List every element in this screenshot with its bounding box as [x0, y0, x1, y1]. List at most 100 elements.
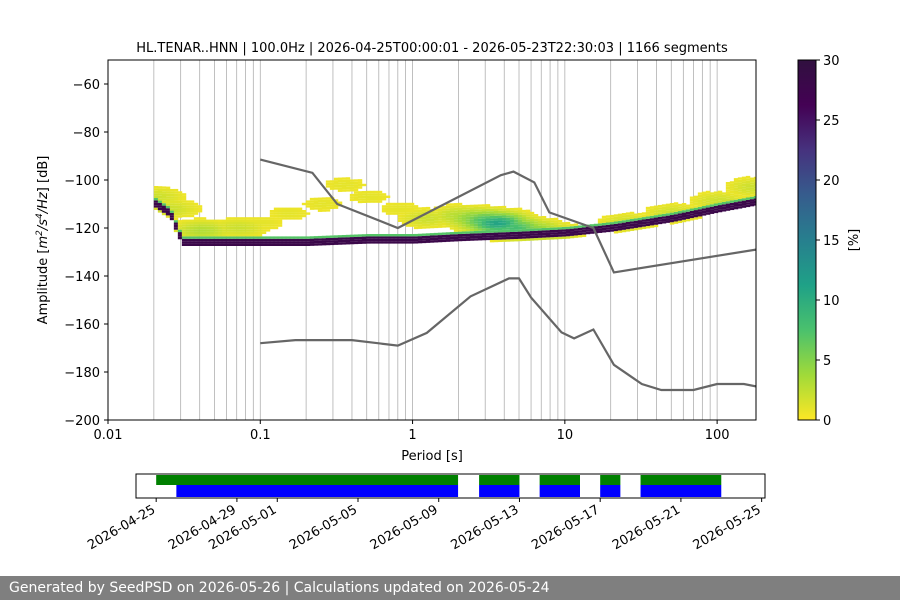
heatmap-cell	[609, 217, 615, 220]
heatmap-cell	[665, 208, 671, 211]
heatmap-cell	[529, 233, 535, 236]
low-noise-model-curve	[260, 277, 756, 392]
heatmap-cell	[529, 221, 535, 224]
heatmap-cell	[641, 226, 647, 230]
heatmap-cell	[385, 207, 391, 210]
heatmap-cell	[733, 185, 739, 188]
heatmap-cell	[509, 229, 515, 232]
heatmap-cell	[325, 238, 331, 241]
heatmap-cell	[493, 213, 499, 216]
heatmap-cell	[461, 217, 467, 220]
heatmap-cell	[201, 238, 207, 242]
heatmap-cell	[361, 241, 367, 244]
heatmap-cell	[197, 243, 203, 246]
heatmap-cell	[729, 188, 735, 191]
heatmap-cell	[613, 228, 619, 232]
heatmap-cell	[533, 233, 539, 236]
heatmap-cell	[297, 207, 303, 210]
heatmap-cell	[561, 231, 567, 235]
heatmap-cell	[469, 207, 475, 210]
heatmap-cell	[281, 212, 287, 215]
heatmap-cell	[653, 215, 659, 218]
heatmap-cell	[329, 180, 335, 183]
heatmap-cell	[709, 211, 715, 214]
heatmap-cell	[609, 224, 615, 227]
heatmap-cell	[181, 193, 187, 196]
y-axis-ticks: −60−80−100−120−140−160−180−200	[64, 78, 108, 429]
timeline-tick-label: 2026-05-25	[691, 502, 764, 553]
heatmap-cell	[197, 238, 203, 242]
heatmap-cell	[665, 203, 671, 207]
heatmap-cell	[717, 193, 723, 196]
heatmap-cell	[529, 219, 535, 222]
heatmap-cell	[493, 206, 499, 209]
heatmap-cell	[545, 220, 551, 223]
heatmap-cell	[297, 241, 303, 244]
heatmap-cell	[641, 214, 647, 218]
heatmap-cell	[405, 202, 411, 206]
heatmap-cell	[249, 224, 255, 227]
heatmap-cell	[517, 210, 523, 213]
heatmap-cell	[453, 203, 459, 206]
heatmap-cell	[505, 232, 511, 235]
heatmap-cell	[229, 231, 235, 234]
heatmap-cell	[417, 226, 423, 229]
heatmap-cell	[385, 234, 391, 237]
heatmap-cell	[745, 199, 751, 203]
heatmap-cell	[589, 224, 595, 227]
heatmap-cell	[645, 206, 651, 210]
heatmap-cell	[473, 218, 479, 222]
heatmap-cell	[241, 226, 247, 230]
heatmap-cell	[397, 210, 403, 213]
heatmap-cell	[465, 207, 471, 210]
heatmap-cell	[425, 238, 431, 241]
heatmap-cell	[485, 216, 491, 219]
heatmap-cell	[249, 219, 255, 222]
heatmap-cell	[533, 230, 539, 234]
heatmap-cell	[221, 238, 227, 242]
heatmap-cell	[233, 234, 239, 237]
heatmap-cell	[409, 214, 415, 218]
heatmap-cell	[645, 209, 651, 212]
heatmap-cell	[153, 198, 159, 201]
heatmap-cell	[413, 221, 419, 225]
heatmap-cell	[257, 229, 263, 232]
heatmap-cell	[725, 205, 731, 209]
heatmap-cell	[169, 208, 175, 211]
heatmap-cell	[241, 219, 247, 222]
heatmap-cell	[441, 232, 447, 235]
heatmap-cell	[685, 211, 691, 215]
heatmap-cell	[517, 212, 523, 215]
heatmap-cell	[741, 188, 747, 192]
heatmap-cell	[573, 233, 579, 236]
heatmap-cell	[497, 220, 503, 223]
heatmap-cell	[721, 201, 727, 205]
heatmap-cell	[441, 215, 447, 219]
heatmap-cell	[453, 215, 459, 218]
heatmap-cell	[521, 209, 527, 213]
heatmap-cell	[301, 241, 307, 244]
heatmap-cell	[509, 239, 515, 242]
heatmap-cell	[721, 197, 727, 200]
heatmap-cell	[449, 220, 455, 223]
heatmap-cell	[441, 225, 447, 228]
heatmap-cell	[205, 222, 211, 225]
heatmap-cell	[437, 237, 443, 240]
heatmap-cell	[297, 217, 303, 220]
heatmap-cell	[629, 216, 635, 219]
heatmap-cell	[385, 195, 391, 198]
heatmap-cell	[285, 214, 291, 218]
heatmap-cell	[337, 235, 343, 238]
heatmap-cell	[457, 236, 463, 239]
heatmap-cell	[293, 241, 299, 244]
heatmap-cell	[205, 229, 211, 232]
heatmap-cell	[305, 202, 311, 206]
heatmap-cell	[661, 213, 667, 217]
heatmap-cell	[213, 231, 219, 234]
heatmap-cell	[193, 243, 199, 246]
heatmap-cell	[217, 222, 223, 225]
heatmap-cell	[425, 235, 431, 239]
heatmap-cell	[513, 217, 519, 220]
heatmap-cell	[365, 193, 371, 196]
heatmap-cell	[557, 224, 563, 228]
